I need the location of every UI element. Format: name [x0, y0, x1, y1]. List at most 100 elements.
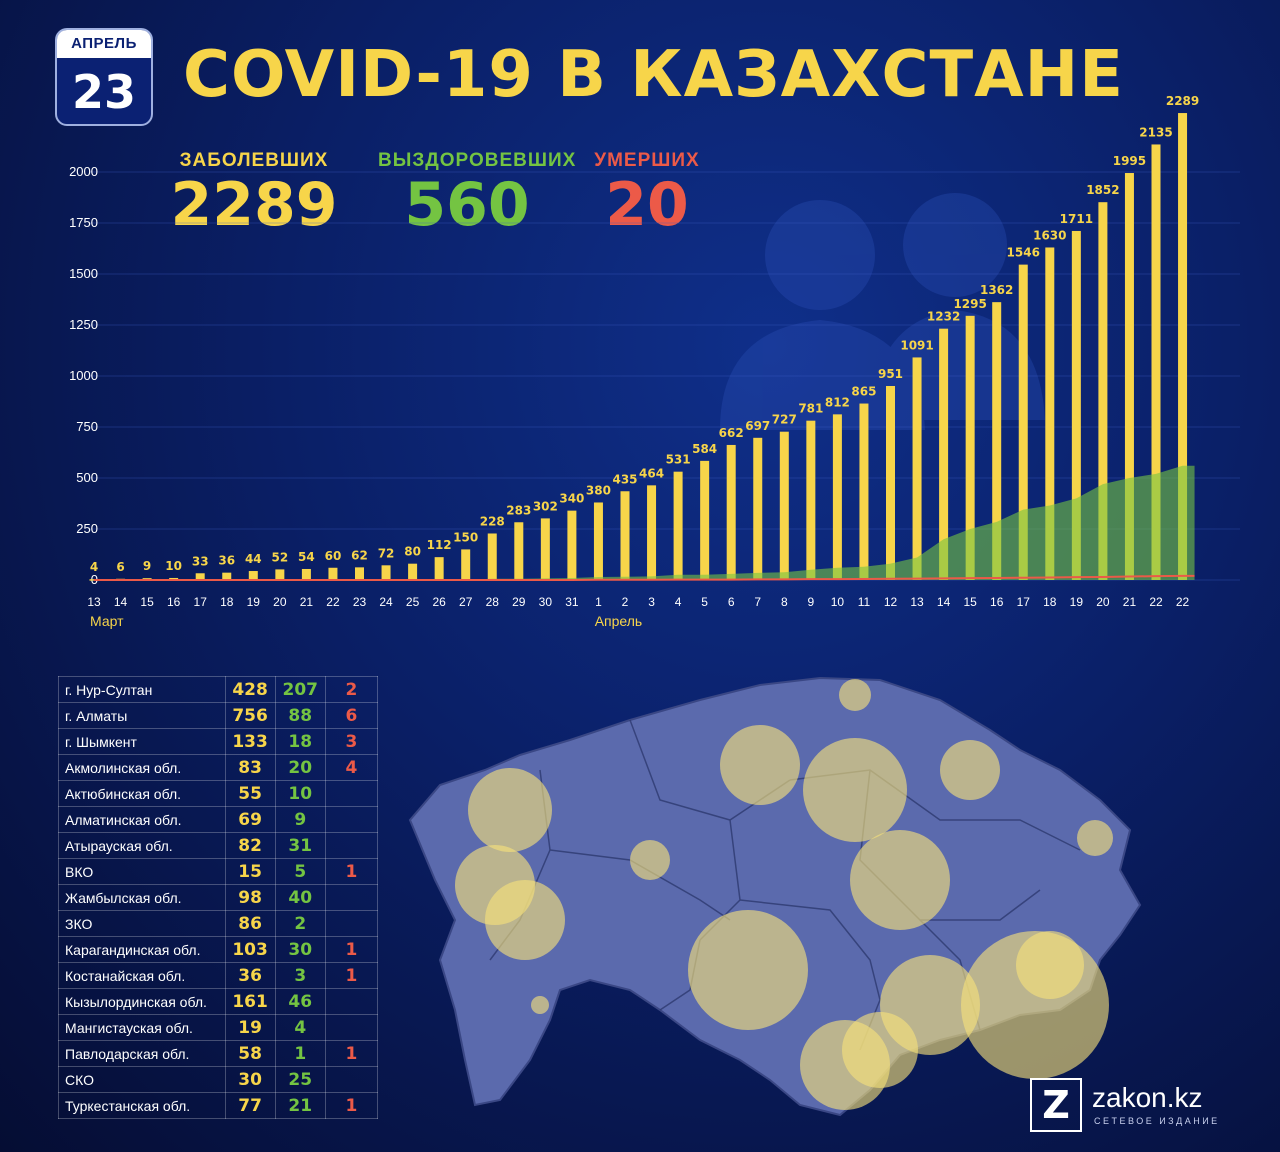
- bar-cases: [700, 460, 710, 580]
- x-tick-label: 14: [114, 595, 128, 609]
- region-name: Мангистауская обл.: [58, 1014, 226, 1041]
- x-tick-label: 13: [87, 595, 101, 609]
- region-name: Актюбинская обл.: [58, 780, 226, 807]
- bar-cases: [434, 557, 444, 580]
- bar-value-label: 662: [719, 426, 744, 440]
- region-deaths: 1: [324, 1092, 379, 1119]
- bar-cases: [912, 357, 922, 580]
- stat-deaths-value: 20: [605, 170, 689, 240]
- region-recovered: 21: [274, 1092, 326, 1119]
- bar-cases: [965, 315, 975, 580]
- map-bubble: [1016, 931, 1084, 999]
- region-recovered: 40: [274, 884, 326, 911]
- region-cases: 19: [224, 1014, 276, 1041]
- bar-cases: [169, 577, 179, 580]
- x-tick-label: 12: [884, 595, 898, 609]
- x-tick-label: 17: [1017, 595, 1031, 609]
- bar-value-label: 1362: [980, 283, 1013, 297]
- area-recovered: [88, 465, 1195, 580]
- region-cases: 83: [224, 754, 276, 781]
- logo-tagline: СЕТЕВОЕ ИЗДАНИЕ: [1094, 1116, 1220, 1126]
- table-row: г. Шымкент 133 18 3: [58, 728, 379, 755]
- table-row: Актюбинская обл. 55 10: [58, 780, 379, 807]
- y-tick-label: 1000: [69, 368, 98, 383]
- bar-value-label: 52: [271, 550, 288, 564]
- region-deaths: [324, 806, 379, 833]
- bar-cases: [222, 572, 232, 580]
- x-tick-label: 7: [754, 595, 761, 609]
- region-cases: 103: [224, 936, 276, 963]
- bar-value-label: 44: [245, 552, 262, 566]
- region-cases: 82: [224, 832, 276, 859]
- region-table: г. Нур-Султан 428 207 2 г. Алматы 756 88 6 г. Шы…: [58, 676, 379, 1119]
- map-bubble: [688, 910, 808, 1030]
- region-recovered: 30: [274, 936, 326, 963]
- x-tick-label: 15: [963, 595, 977, 609]
- bar-value-label: 865: [851, 385, 876, 399]
- bar-value-label: 36: [218, 554, 235, 568]
- bar-value-label: 1630: [1033, 228, 1066, 242]
- region-deaths: 2: [324, 676, 379, 703]
- region-recovered: 3: [274, 962, 326, 989]
- x-tick-label: 10: [831, 595, 845, 609]
- map-bubble: [940, 740, 1000, 800]
- region-deaths: 1: [324, 962, 379, 989]
- bar-value-label: 80: [404, 545, 421, 559]
- map-bubble: [485, 880, 565, 960]
- bar-value-label: 1091: [900, 338, 933, 352]
- bar-value-label: 60: [325, 549, 342, 563]
- bar-value-label: 1711: [1060, 212, 1093, 226]
- x-tick-label: 16: [167, 595, 181, 609]
- table-row: ВКО 15 5 1: [58, 858, 379, 885]
- bar-cases: [381, 565, 391, 580]
- stat-recovered-value: 560: [404, 170, 530, 240]
- region-recovered: 5: [274, 858, 326, 885]
- stat-recovered: ВЫЗДОРОВЕВШИХ 560: [378, 150, 575, 240]
- x-tick-label: 26: [432, 595, 446, 609]
- bar-value-label: 302: [533, 499, 558, 513]
- region-recovered: 31: [274, 832, 326, 859]
- table-row: Атырауская обл. 82 31: [58, 832, 379, 859]
- bar-value-label: 33: [192, 554, 209, 568]
- bar-cases: [195, 573, 205, 580]
- x-tick-label: 3: [648, 595, 655, 609]
- bar-cases: [301, 568, 311, 580]
- bar-value-label: 4: [90, 560, 98, 574]
- x-tick-label: 22: [1176, 595, 1190, 609]
- region-cases: 30: [224, 1066, 276, 1093]
- region-deaths: [324, 832, 379, 859]
- table-row: СКО 30 25: [58, 1066, 379, 1093]
- x-tick-label: 15: [140, 595, 154, 609]
- bar-cases: [939, 328, 949, 580]
- bar-value-label: 1295: [953, 297, 986, 311]
- bar-cases: [647, 485, 657, 580]
- map-bubble: [842, 1012, 918, 1088]
- map-bubble: [468, 768, 552, 852]
- stat-cases-value: 2289: [170, 170, 338, 240]
- bar-cases: [1098, 202, 1108, 580]
- region-name: Алматинская обл.: [58, 806, 226, 833]
- region-recovered: 46: [274, 988, 326, 1015]
- bar-value-label: 781: [798, 402, 823, 416]
- region-cases: 15: [224, 858, 276, 885]
- logo-letter: Z: [1042, 1083, 1070, 1127]
- region-recovered: 18: [274, 728, 326, 755]
- x-tick-label: 24: [379, 595, 393, 609]
- region-name: г. Шымкент: [58, 728, 226, 755]
- y-tick-label: 1250: [69, 317, 98, 332]
- bar-value-label: 812: [825, 395, 850, 409]
- region-name: Костанайская обл.: [58, 962, 226, 989]
- x-tick-label: 21: [300, 595, 314, 609]
- bar-cases: [1151, 144, 1161, 580]
- table-row: Павлодарская обл. 58 1 1: [58, 1040, 379, 1067]
- region-recovered: 20: [274, 754, 326, 781]
- bar-value-label: 340: [559, 492, 584, 506]
- region-recovered: 25: [274, 1066, 326, 1093]
- bar-value-label: 283: [506, 503, 531, 517]
- kazakhstan-map: [408, 676, 1142, 1117]
- table-row: Акмолинская обл. 83 20 4: [58, 754, 379, 781]
- bar-value-label: 1852: [1086, 183, 1119, 197]
- region-cases: 69: [224, 806, 276, 833]
- region-deaths: 1: [324, 936, 379, 963]
- x-tick-label: 14: [937, 595, 951, 609]
